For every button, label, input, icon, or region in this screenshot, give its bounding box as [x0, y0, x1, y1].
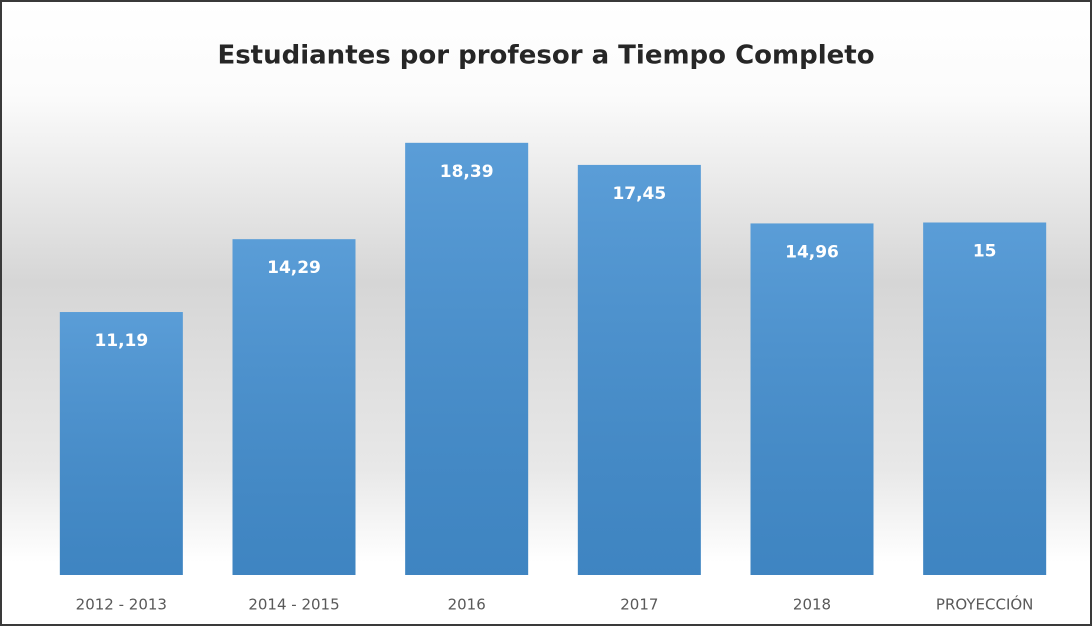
data-label: 14,96: [785, 242, 839, 262]
x-tick-label: 2018: [793, 596, 831, 614]
bar: [577, 164, 701, 576]
bar: [923, 222, 1047, 575]
x-tick-label: PROYECCIÓN: [936, 595, 1034, 614]
data-label: 17,45: [612, 184, 666, 204]
x-tick-label: 2014 - 2015: [248, 596, 339, 614]
bar: [232, 239, 356, 575]
data-label: 18,39: [440, 162, 494, 182]
bar: [750, 223, 874, 575]
data-label: 14,29: [267, 258, 321, 278]
x-tick-label: 2012 - 2013: [76, 596, 167, 614]
x-tick-label: 2016: [448, 596, 486, 614]
x-tick-label: 2017: [620, 596, 658, 614]
bar: [405, 142, 529, 575]
chart-title: Estudiantes por profesor a Tiempo Comple…: [217, 41, 874, 71]
data-label: 15: [973, 242, 997, 262]
bar: [59, 312, 183, 575]
data-label: 11,19: [94, 331, 148, 351]
